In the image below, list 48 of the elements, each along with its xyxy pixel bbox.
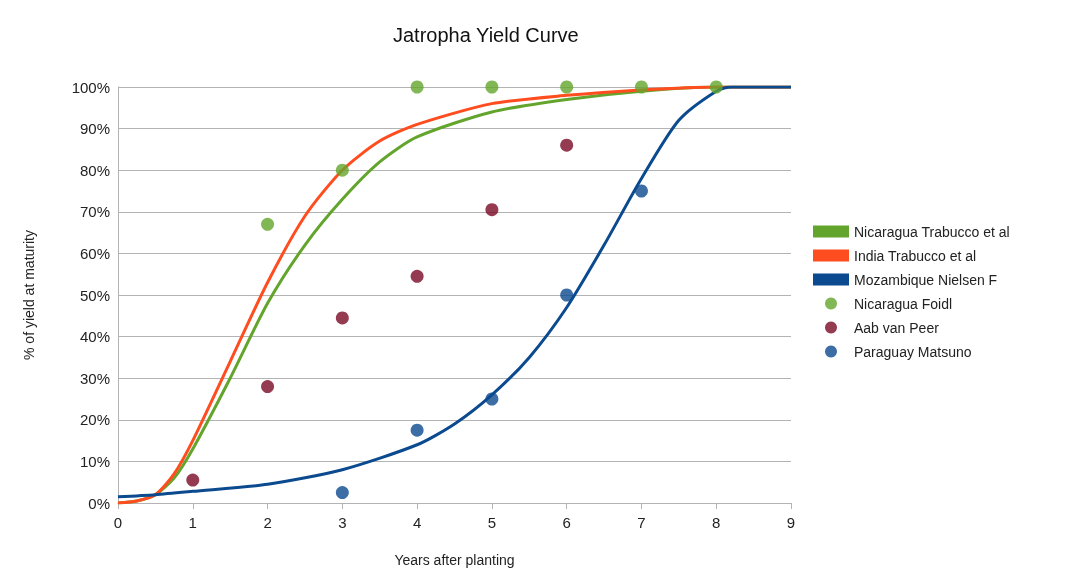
x-tick-label: 1 [188, 514, 197, 531]
point [709, 80, 723, 94]
x-tick-label: 3 [338, 514, 347, 531]
x-tick-label: 2 [263, 514, 272, 531]
legend-label: Nicaragua Trabucco et al [854, 223, 1010, 240]
point [186, 473, 200, 487]
point [335, 163, 349, 177]
x-tick-label: 4 [412, 514, 422, 531]
point [560, 80, 574, 94]
legend-label: India Trabucco et al [854, 247, 977, 264]
point [261, 217, 275, 231]
y-tick-label: 10% [79, 452, 110, 470]
legend-label: Paraguay Matsuno [854, 343, 972, 360]
point [485, 392, 499, 406]
legend-label: Nicaragua Foidl [854, 295, 953, 312]
y-tick-label: 70% [79, 203, 110, 221]
point [261, 380, 275, 394]
y-tick-label: 30% [79, 369, 110, 387]
y-tick-label: 100% [71, 78, 110, 96]
y-axis-title: % of yield at maturity [21, 230, 37, 360]
point [335, 486, 349, 500]
point [410, 269, 424, 283]
point [410, 80, 424, 94]
y-tick-label: 0% [88, 494, 110, 512]
y-tick-label: 80% [79, 161, 110, 179]
point [485, 80, 499, 94]
x-tick-label: 7 [637, 514, 646, 531]
y-tick-label: 50% [79, 286, 110, 304]
point [335, 311, 349, 325]
x-tick-label: 9 [786, 514, 796, 531]
y-tick-label: 40% [79, 328, 110, 346]
legend-label: Mozambique Nielsen F [854, 271, 998, 288]
point [410, 423, 424, 437]
x-axis-title: Years after planting [394, 552, 515, 568]
y-tick-label: 90% [79, 120, 110, 138]
point [634, 80, 648, 94]
point [560, 288, 574, 302]
legend-label: Aab van Peer [854, 319, 940, 336]
y-tick-label: 20% [79, 411, 110, 429]
y-tick-label: 60% [79, 244, 110, 262]
x-tick-label: 0 [113, 514, 123, 531]
chart-title: Jatropha Yield Curve [393, 24, 579, 46]
point [485, 203, 499, 217]
point [560, 138, 574, 152]
x-tick-label: 6 [562, 514, 571, 531]
x-tick-label: 8 [712, 514, 721, 531]
x-tick-label: 5 [487, 514, 497, 531]
point [634, 184, 648, 198]
